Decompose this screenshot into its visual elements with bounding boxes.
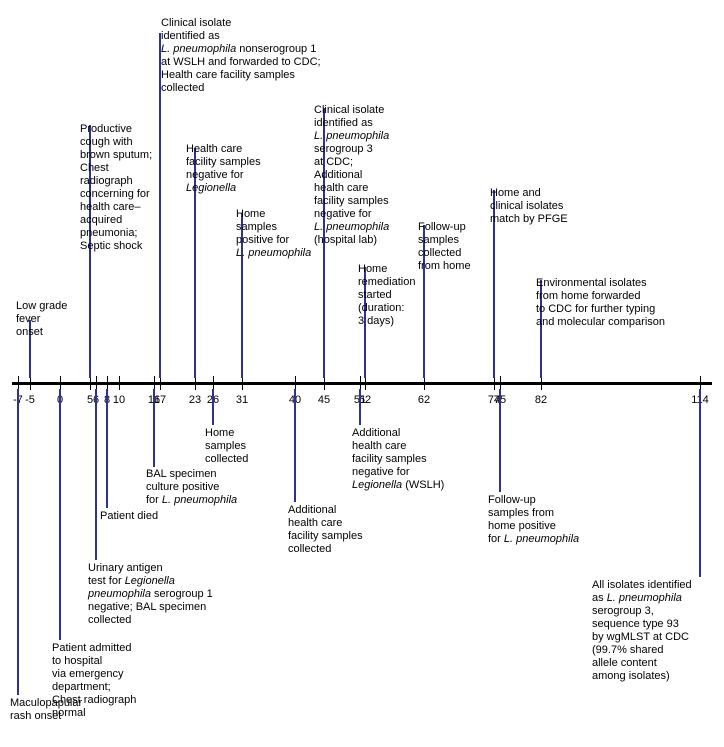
axis-tick bbox=[295, 376, 296, 390]
axis-tick bbox=[700, 376, 701, 390]
event-line bbox=[17, 389, 19, 695]
axis-tick bbox=[195, 376, 196, 390]
tick-label: 17 bbox=[154, 394, 166, 406]
axis-tick bbox=[160, 376, 161, 390]
event-line bbox=[106, 389, 108, 508]
event-label: Home samples collected bbox=[205, 427, 265, 466]
tick-label: 45 bbox=[318, 394, 330, 406]
event-label: Health carefacility samplesnegative forL… bbox=[186, 143, 264, 195]
timeline-canvas: -7-505681016172326314045515262747582114 … bbox=[0, 0, 724, 747]
axis-tick bbox=[90, 376, 91, 390]
axis-tick bbox=[60, 376, 61, 390]
event-label: Homesamplespositive forL. pneumophila bbox=[236, 208, 316, 260]
axis-tick bbox=[213, 376, 214, 390]
axis-tick bbox=[18, 376, 19, 390]
event-label: Additionalhealth carefacility samplesneg… bbox=[352, 427, 452, 492]
event-line bbox=[499, 389, 501, 492]
event-label: Additional health care facility samples … bbox=[288, 504, 378, 556]
axis-tick bbox=[96, 376, 97, 390]
event-label: Clinical isolateidentified asL. pneumoph… bbox=[161, 17, 321, 95]
event-label: Follow-upsamples fromhome positivefor L.… bbox=[488, 494, 588, 546]
axis-tick bbox=[365, 376, 366, 390]
event-line bbox=[212, 389, 214, 425]
event-label: Environmental isolates from home forward… bbox=[536, 277, 686, 329]
event-label: Urinary antigentest for Legionellapneumo… bbox=[88, 562, 218, 627]
event-label: Clinical isolateidentified asL. pneumoph… bbox=[314, 104, 404, 247]
tick-label: 10 bbox=[113, 394, 125, 406]
tick-label: 23 bbox=[189, 394, 201, 406]
event-label: Patient admitted to hospital via emergen… bbox=[52, 642, 162, 720]
event-line bbox=[59, 389, 61, 640]
axis-tick bbox=[242, 376, 243, 390]
event-label: BAL specimenculture positivefor L. pneum… bbox=[146, 468, 246, 507]
event-label: Low grade fever onset bbox=[16, 300, 76, 339]
axis-tick bbox=[500, 376, 501, 390]
timeline-axis bbox=[12, 382, 712, 385]
axis-tick bbox=[541, 376, 542, 390]
event-line bbox=[153, 389, 155, 467]
tick-label: 31 bbox=[236, 394, 248, 406]
axis-tick bbox=[107, 376, 108, 390]
axis-tick bbox=[30, 376, 31, 390]
axis-tick bbox=[424, 376, 425, 390]
event-label: All isolates identifiedas L. pneumophila… bbox=[592, 579, 712, 683]
tick-label: 62 bbox=[418, 394, 430, 406]
axis-tick bbox=[494, 376, 495, 390]
event-label: Patient died bbox=[100, 510, 170, 523]
tick-label: 82 bbox=[535, 394, 547, 406]
event-line bbox=[699, 389, 701, 577]
axis-tick bbox=[119, 376, 120, 390]
axis-tick bbox=[360, 376, 361, 390]
event-line bbox=[294, 389, 296, 502]
event-line bbox=[359, 389, 361, 425]
tick-label: -5 bbox=[25, 394, 35, 406]
event-line bbox=[95, 389, 97, 560]
axis-tick bbox=[324, 376, 325, 390]
axis-tick bbox=[154, 376, 155, 390]
event-label: Home and clinical isolates match by PFGE bbox=[490, 187, 580, 226]
